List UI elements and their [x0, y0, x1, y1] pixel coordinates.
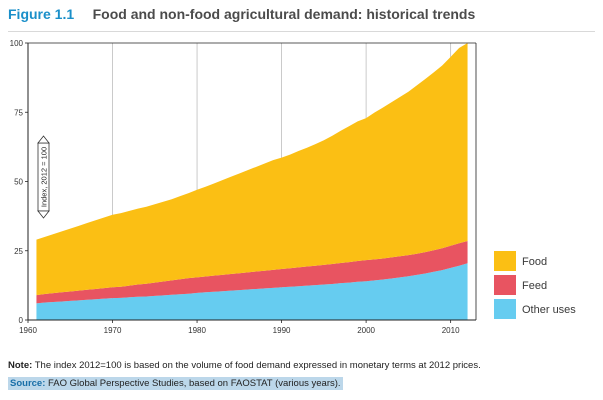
x-tick-label-2000: 2000 [357, 326, 375, 335]
y-tick-label-75: 75 [14, 108, 23, 117]
legend-label-other-uses: Other uses [522, 304, 576, 316]
x-tick-label-1980: 1980 [188, 326, 206, 335]
area-layer [36, 43, 468, 320]
y-tick-label-25: 25 [14, 247, 23, 256]
header-divider [8, 31, 595, 32]
legend-label-feed: Feed [522, 280, 547, 292]
legend-swatch-feed [494, 275, 516, 295]
figure-header: Figure 1.1 Food and non-food agricultura… [8, 6, 475, 24]
y-tick-label-50: 50 [14, 178, 23, 187]
legend-label-food: Food [522, 256, 547, 268]
x-tick-label-1960: 1960 [19, 326, 37, 335]
figure-source: Source: FAO Global Perspective Studies, … [8, 377, 343, 390]
source-label: Source: [10, 378, 46, 389]
x-tick-label-1970: 1970 [104, 326, 122, 335]
figure-number: Figure 1.1 [8, 6, 75, 22]
axis-layer: 0 25 50 75 100 1960 1970 1980 1990 2000 2010 [10, 39, 477, 335]
y-axis-label: Index, 2012 = 100 [40, 147, 49, 207]
area-series-other-uses [36, 263, 468, 320]
note-label: Note: [8, 360, 33, 371]
stacked-area-chart: 0 25 50 75 100 1960 1970 1980 1990 2000 2010 Index… [10, 39, 577, 335]
area-series-food [36, 43, 468, 296]
source-text: FAO Global Perspective Studies, based on… [48, 378, 341, 389]
figure-note: Note: The index 2012=100 is based on the… [8, 360, 481, 371]
y-tick-label-0: 0 [19, 316, 24, 325]
x-tick-label-1990: 1990 [273, 326, 291, 335]
legend: Food Feed Other uses [494, 251, 576, 319]
legend-swatch-food [494, 251, 516, 271]
figure-title: Food and non-food agricultural demand: h… [92, 6, 476, 22]
y-axis-label-box: Index, 2012 = 100 [37, 135, 50, 219]
area-series-feed [36, 241, 468, 304]
x-tick-label-2010: 2010 [442, 326, 460, 335]
y-tick-label-100: 100 [10, 39, 24, 48]
legend-swatch-other-uses [494, 299, 516, 319]
note-text: The index 2012=100 is based on the volum… [34, 360, 481, 371]
